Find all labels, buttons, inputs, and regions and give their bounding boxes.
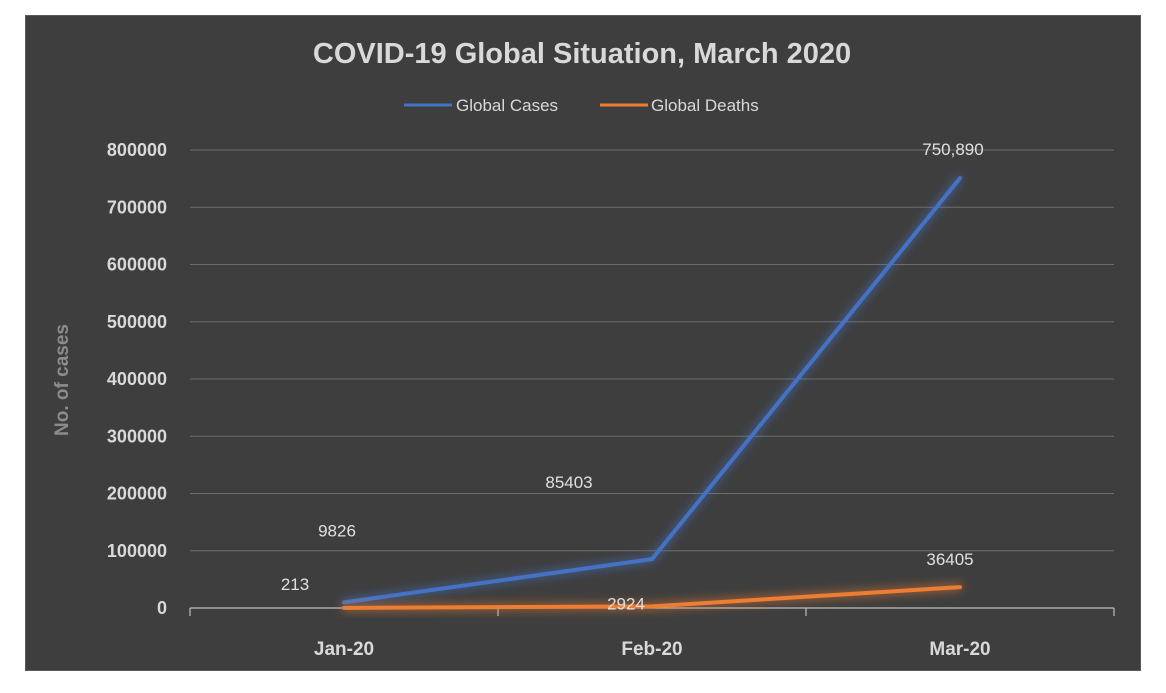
data-label: 213: [281, 575, 309, 594]
data-labels: 9826 85403 750,890 213 2924 36405: [281, 140, 984, 613]
x-tick-label: Mar-20: [929, 639, 990, 660]
data-label: 9826: [318, 521, 356, 540]
y-tick-label: 0: [157, 598, 167, 618]
y-tick-label: 700000: [107, 197, 167, 217]
chart-frame: [25, 15, 1141, 671]
y-tick-label: 400000: [107, 369, 167, 389]
series-line-global-deaths: [342, 585, 962, 610]
x-tick-label: Jan-20: [314, 639, 374, 660]
x-tick-label: Feb-20: [621, 639, 682, 660]
legend: Global Cases Global Deaths: [404, 96, 759, 115]
y-tick-label: 600000: [107, 255, 167, 275]
data-label: 85403: [545, 473, 592, 492]
data-label: 2924: [607, 594, 645, 613]
y-tick-label: 200000: [107, 484, 167, 504]
series-lines: [342, 176, 962, 610]
y-tick-label: 500000: [107, 312, 167, 332]
legend-label-global-cases: Global Cases: [456, 96, 558, 115]
y-tick-label: 300000: [107, 426, 167, 446]
y-axis-ticks: 0 100000 200000 300000 400000 500000 600000 700…: [107, 140, 167, 618]
gridlines: [190, 149, 1114, 552]
chart-title: COVID-19 Global Situation, March 2020: [313, 38, 851, 70]
legend-label-global-deaths: Global Deaths: [651, 96, 759, 115]
series-line-global-cases: [342, 176, 962, 605]
data-label: 750,890: [922, 140, 983, 159]
data-label: 36405: [926, 550, 973, 569]
y-tick-label: 800000: [107, 140, 167, 160]
x-axis: Jan-20 Feb-20 Mar-20: [189, 607, 1115, 660]
y-tick-label: 100000: [107, 541, 167, 561]
y-axis-label: No. of cases: [52, 324, 73, 436]
